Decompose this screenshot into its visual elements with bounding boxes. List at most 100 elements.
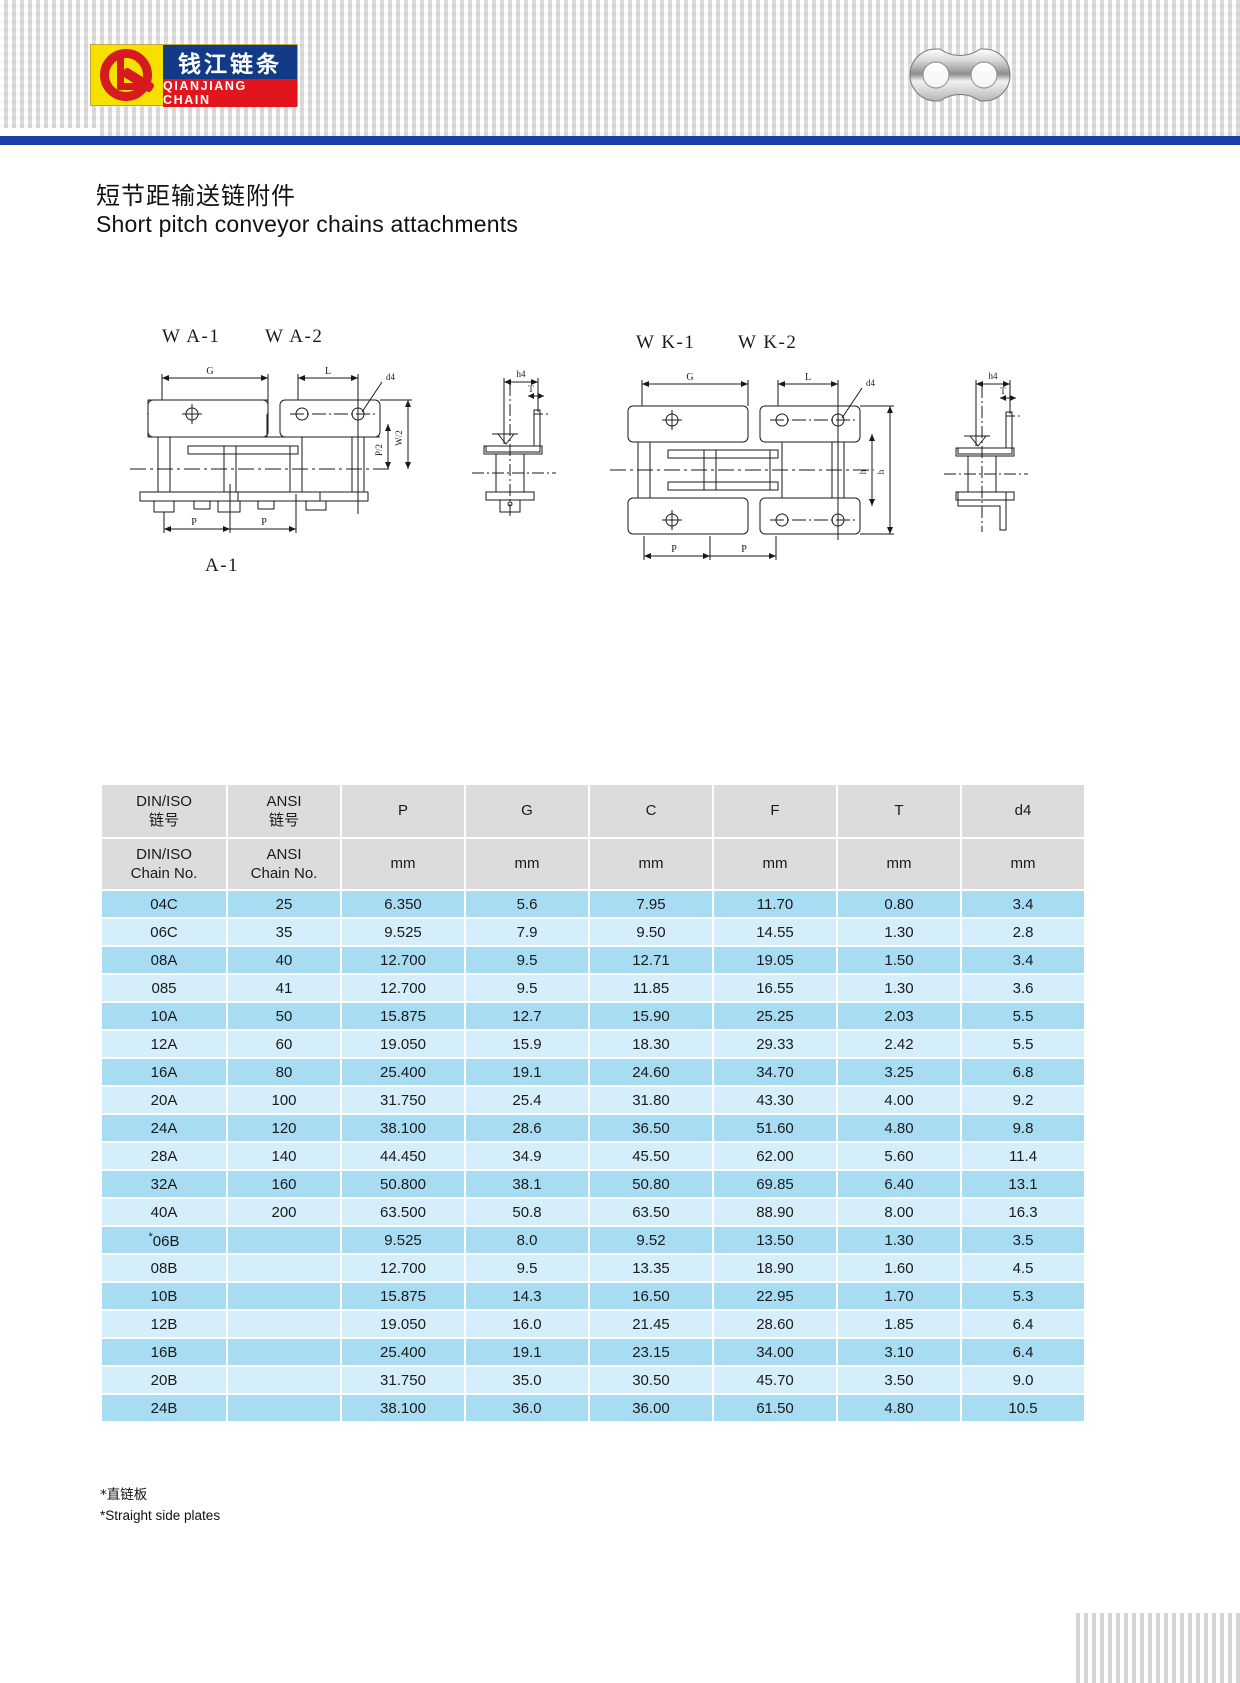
th-unit-d4: mm xyxy=(962,839,1084,889)
page-title-chinese: 短节距输送链附件 xyxy=(96,182,296,210)
cell-p: 44.450 xyxy=(342,1143,464,1169)
cell-f: 51.60 xyxy=(714,1115,836,1141)
table-header: DIN/ISO 链号 ANSI 链号 P G C F T d4 DIN/ISO … xyxy=(102,785,1084,889)
th-ansi-en: ANSI Chain No. xyxy=(228,839,340,889)
footnote-block: *直链板 *Straight side plates xyxy=(100,1486,220,1525)
table-row: 085 41 12.700 9.5 11.85 16.55 1.30 3.6 xyxy=(102,975,1084,1001)
cell-d4: 9.0 xyxy=(962,1367,1084,1393)
cell-ansi: 40 xyxy=(228,947,340,973)
cell-ansi xyxy=(228,1367,340,1393)
logo-q-mark-icon xyxy=(91,45,163,105)
cell-t: 3.25 xyxy=(838,1059,960,1085)
th-din-iso-cn: DIN/ISO 链号 xyxy=(102,785,226,837)
svg-text:d4: d4 xyxy=(866,378,876,388)
cell-ansi xyxy=(228,1395,340,1421)
cell-d4: 16.3 xyxy=(962,1199,1084,1225)
cell-t: 5.60 xyxy=(838,1143,960,1169)
th-line1: ANSI xyxy=(266,792,302,810)
cell-p: 25.400 xyxy=(342,1059,464,1085)
cell-din-iso: 10A xyxy=(102,1003,226,1029)
cell-p: 38.100 xyxy=(342,1115,464,1141)
table-row: 28A 140 44.450 34.9 45.50 62.00 5.60 11.4 xyxy=(102,1143,1084,1169)
th-symbol-t: T xyxy=(838,785,960,837)
drawing-label-wa1: W A-1 xyxy=(162,326,221,347)
cell-ansi xyxy=(228,1255,340,1281)
cell-d4: 6.4 xyxy=(962,1339,1084,1365)
cell-c: 11.85 xyxy=(590,975,712,1001)
cell-d4: 10.5 xyxy=(962,1395,1084,1421)
table-row: 24A 120 38.100 28.6 36.50 51.60 4.80 9.8 xyxy=(102,1115,1084,1141)
drawing-label-wa2: W A-2 xyxy=(265,326,324,347)
table-row: 08B 12.700 9.5 13.35 18.90 1.60 4.5 xyxy=(102,1255,1084,1281)
th-line2: Chain No. xyxy=(250,865,318,882)
cell-t: 1.50 xyxy=(838,947,960,973)
cell-ansi: 120 xyxy=(228,1115,340,1141)
cell-ansi xyxy=(228,1339,340,1365)
cell-din-iso: 28A xyxy=(102,1143,226,1169)
cell-g: 25.4 xyxy=(466,1087,588,1113)
cell-t: 6.40 xyxy=(838,1171,960,1197)
table-row: 08A 40 12.700 9.5 12.71 19.05 1.50 3.4 xyxy=(102,947,1084,973)
table-row: 40A 200 63.500 50.8 63.50 88.90 8.00 16.3 xyxy=(102,1199,1084,1225)
cell-din-iso: 24A xyxy=(102,1115,226,1141)
svg-text:P: P xyxy=(741,544,747,555)
header-rule-white-accent xyxy=(0,128,100,137)
cell-g: 36.0 xyxy=(466,1395,588,1421)
table-row: 32A 160 50.800 38.1 50.80 69.85 6.40 13.1 xyxy=(102,1171,1084,1197)
cell-p: 12.700 xyxy=(342,1255,464,1281)
cell-din-iso: 10B xyxy=(102,1283,226,1309)
cell-d4: 6.8 xyxy=(962,1059,1084,1085)
th-symbol-d4: d4 xyxy=(962,785,1084,837)
th-ansi-cn: ANSI 链号 xyxy=(228,785,340,837)
cell-d4: 2.8 xyxy=(962,919,1084,945)
cell-ansi: 160 xyxy=(228,1171,340,1197)
cell-f: 45.70 xyxy=(714,1367,836,1393)
cell-d4: 5.5 xyxy=(962,1031,1084,1057)
cell-g: 50.8 xyxy=(466,1199,588,1225)
cell-c: 36.50 xyxy=(590,1115,712,1141)
cell-c: 30.50 xyxy=(590,1367,712,1393)
drawing-a-side-view: h4 T xyxy=(472,369,556,516)
svg-text:h4: h4 xyxy=(517,369,527,379)
cell-din-iso: 24B xyxy=(102,1395,226,1421)
cell-g: 16.0 xyxy=(466,1311,588,1337)
cell-t: 8.00 xyxy=(838,1199,960,1225)
cell-f: 29.33 xyxy=(714,1031,836,1057)
th-symbol-p: P xyxy=(342,785,464,837)
th-symbol-c: C xyxy=(590,785,712,837)
header-blue-rule xyxy=(0,136,1240,145)
cell-c: 7.95 xyxy=(590,891,712,917)
cell-c: 9.50 xyxy=(590,919,712,945)
cell-din-iso: 32A xyxy=(102,1171,226,1197)
cell-g: 8.0 xyxy=(466,1227,588,1253)
svg-text:d4: d4 xyxy=(386,372,396,382)
cell-t: 3.50 xyxy=(838,1367,960,1393)
cell-din-iso: 12A xyxy=(102,1031,226,1057)
cell-c: 18.30 xyxy=(590,1031,712,1057)
cell-t: 3.10 xyxy=(838,1339,960,1365)
cell-ansi: 35 xyxy=(228,919,340,945)
th-unit-f: mm xyxy=(714,839,836,889)
table-row: 12A 60 19.050 15.9 18.30 29.33 2.42 5.5 xyxy=(102,1031,1084,1057)
logo-chinese-name: 钱江链条 xyxy=(163,45,297,79)
cell-c: 31.80 xyxy=(590,1087,712,1113)
table-row: 24B 38.100 36.0 36.00 61.50 4.80 10.5 xyxy=(102,1395,1084,1421)
cell-ansi xyxy=(228,1227,340,1253)
cell-g: 9.5 xyxy=(466,1255,588,1281)
cell-f: 34.70 xyxy=(714,1059,836,1085)
cell-p: 6.350 xyxy=(342,891,464,917)
cell-c: 36.00 xyxy=(590,1395,712,1421)
cell-din-iso: 20A xyxy=(102,1087,226,1113)
cell-p: 19.050 xyxy=(342,1311,464,1337)
cell-din-iso: 06C xyxy=(102,919,226,945)
cell-f: 13.50 xyxy=(714,1227,836,1253)
cell-c: 50.80 xyxy=(590,1171,712,1197)
drawing-k-side-view: h4 T xyxy=(944,371,1028,532)
cell-p: 63.500 xyxy=(342,1199,464,1225)
svg-text:T: T xyxy=(1000,386,1006,396)
cell-f: 11.70 xyxy=(714,891,836,917)
svg-text:L: L xyxy=(325,366,331,377)
cell-ansi: 200 xyxy=(228,1199,340,1225)
cell-din-iso: 085 xyxy=(102,975,226,1001)
table-row: 20A 100 31.750 25.4 31.80 43.30 4.00 9.2 xyxy=(102,1087,1084,1113)
